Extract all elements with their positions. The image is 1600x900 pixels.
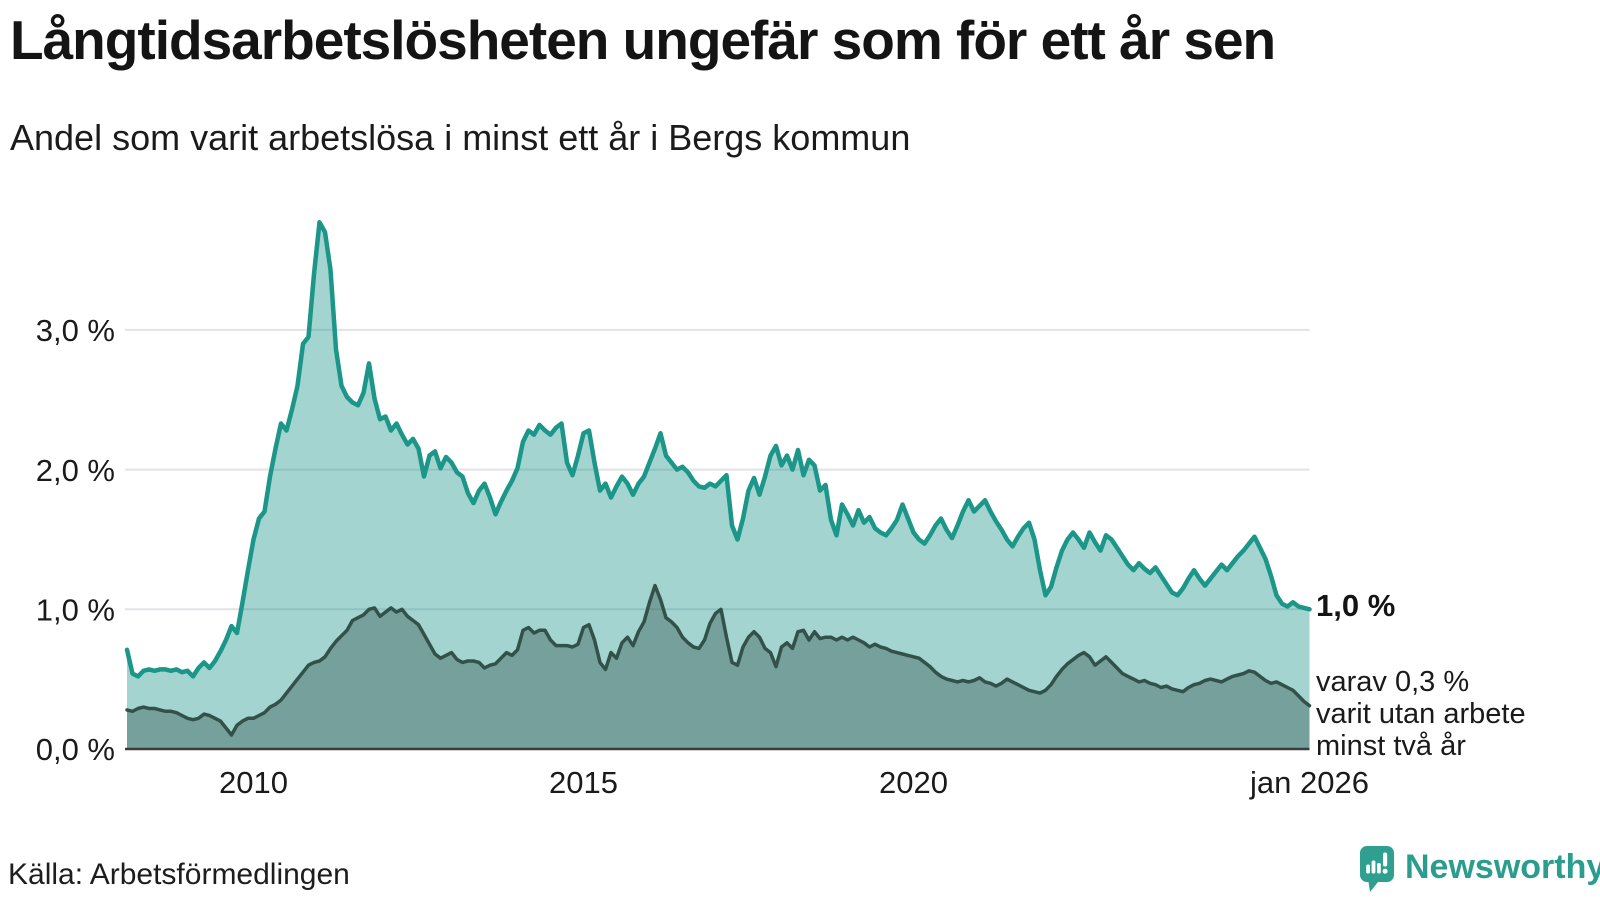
line-series-2 — [125, 583, 1312, 737]
x-axis-tick-label: 2015 — [549, 765, 618, 800]
brand-wordmark: Newsworthy — [1405, 848, 1600, 886]
secondary-annotation-line-1: varav 0,3 % — [1316, 666, 1470, 698]
logo-exclamation-bar — [1383, 852, 1388, 867]
secondary-annotation: varav 0,3 % varit utan arbete minst två … — [1316, 666, 1526, 762]
logo-bar-1 — [1366, 864, 1370, 874]
line-series-1 — [124, 220, 1312, 679]
source-credit: Källa: Arbetsförmedlingen — [8, 858, 350, 891]
y-axis-tick-label: 3,0 % — [36, 313, 115, 348]
logo-bar-3 — [1377, 863, 1381, 874]
secondary-annotation-line-2: varit utan arbete — [1316, 698, 1526, 730]
logo-exclamation-dot — [1382, 868, 1388, 874]
newsworthy-logo-icon — [1360, 846, 1394, 892]
y-axis-tick-label: 0,0 % — [36, 732, 115, 767]
newsworthy-logo: Newsworthy — [1360, 846, 1600, 894]
y-axis-tick-label: 1,0 % — [36, 592, 115, 627]
page-subtitle: Andel som varit arbetslösa i minst ett å… — [10, 117, 911, 158]
x-axis-tick-label: 2020 — [879, 765, 948, 800]
y-axis-tick-label: 2,0 % — [36, 453, 115, 488]
area-fill-series-2 — [127, 585, 1310, 749]
page-title: Långtidsarbetslösheten ungefär som för e… — [10, 9, 1276, 71]
end-value-label: 1,0 % — [1316, 588, 1396, 623]
secondary-annotation-line-3: minst två år — [1316, 730, 1466, 762]
logo-bar-2 — [1371, 860, 1376, 874]
x-axis-tick-label: 2010 — [219, 765, 288, 800]
x-axis-tick-label: jan 2026 — [1249, 765, 1369, 800]
